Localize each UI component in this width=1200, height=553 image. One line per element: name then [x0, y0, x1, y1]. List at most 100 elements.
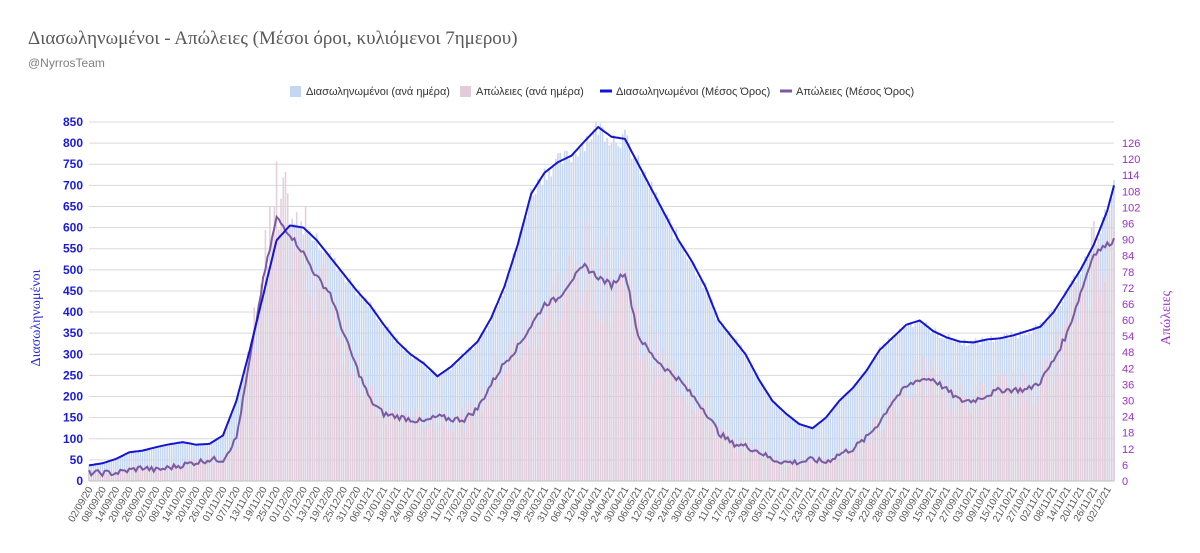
- deaths-bar: [367, 389, 369, 481]
- deaths-bar: [295, 212, 298, 482]
- intubated-bar: [731, 338, 733, 481]
- intubated-bar: [387, 326, 390, 481]
- intubated-bar: [782, 412, 785, 481]
- deaths-bar: [659, 352, 662, 481]
- deaths-bar: [577, 276, 579, 481]
- deaths-bar: [802, 464, 805, 481]
- deaths-bar: [121, 472, 124, 481]
- intubated-bar: [358, 289, 360, 481]
- right-tick-label: 120: [1122, 154, 1140, 166]
- deaths-bar: [621, 254, 624, 481]
- legend-item[interactable]: Απώλειες (ανά ημέρα): [460, 86, 584, 98]
- deaths-bar: [382, 418, 385, 481]
- deaths-bar: [530, 311, 532, 481]
- left-tick-label: 50: [70, 453, 84, 467]
- deaths-bar: [177, 468, 180, 481]
- deaths-bar: [496, 380, 499, 481]
- deaths-bar: [872, 419, 874, 481]
- deaths-bar: [575, 262, 577, 481]
- intubated-bar: [771, 402, 774, 481]
- deaths-bar: [771, 461, 774, 481]
- deaths-bar: [255, 350, 258, 481]
- deaths-bar: [1028, 387, 1030, 481]
- deaths-bar: [840, 450, 843, 481]
- deaths-bar: [385, 424, 387, 481]
- deaths-bar: [729, 437, 731, 481]
- legend[interactable]: Διασωληνωμένοι (ανά ημέρα) Απώλειες (ανά …: [290, 86, 914, 98]
- intubated-bar: [738, 349, 740, 481]
- deaths-bar: [773, 456, 776, 481]
- deaths-bar: [885, 417, 888, 481]
- deaths-bar: [733, 440, 736, 481]
- intubated-bar: [811, 428, 814, 481]
- intubated-bar: [376, 319, 378, 481]
- right-tick-label: 90: [1122, 235, 1134, 247]
- deaths-bar: [628, 333, 631, 481]
- intubated-bar: [97, 463, 99, 481]
- right-tick-label: 114: [1122, 170, 1140, 182]
- intubated-bar: [994, 339, 997, 481]
- deaths-bar: [769, 456, 771, 481]
- intubated-bar: [101, 463, 104, 481]
- intubated-bar: [822, 418, 825, 481]
- intubated-bar: [182, 442, 184, 481]
- deaths-bar: [123, 468, 126, 481]
- deaths-bar: [139, 469, 142, 481]
- deaths-bar: [371, 386, 374, 481]
- deaths-bar: [445, 413, 448, 481]
- intubated-bar: [865, 370, 867, 481]
- intubated-bar: [733, 338, 736, 481]
- deaths-bar: [664, 378, 666, 481]
- intubated-bar: [758, 379, 760, 481]
- deaths-bar: [487, 395, 490, 481]
- deaths-bar: [443, 425, 445, 481]
- deaths-bar: [157, 469, 160, 481]
- intubated-bar: [691, 263, 693, 481]
- deaths-bar: [454, 430, 457, 481]
- deaths-bar: [972, 400, 975, 481]
- deaths-bar: [570, 252, 573, 481]
- deaths-bar: [387, 410, 390, 481]
- deaths-bar: [1106, 275, 1109, 481]
- deaths-bar: [901, 389, 903, 481]
- deaths-bar: [657, 376, 660, 481]
- intubated-bar: [679, 245, 682, 481]
- right-tick-label: 0: [1122, 476, 1128, 488]
- deaths-bar: [878, 430, 881, 481]
- deaths-bar: [512, 341, 515, 481]
- deaths-bar: [706, 414, 709, 481]
- intubated-bar: [818, 424, 821, 481]
- deaths-bar: [633, 294, 635, 481]
- left-tick-label: 150: [63, 411, 83, 425]
- deaths-bar: [1095, 254, 1097, 481]
- deaths-bar: [449, 419, 452, 481]
- legend-item[interactable]: Διασωληνωμένοι (ανά ημέρα): [290, 86, 450, 98]
- deaths-bar: [112, 471, 115, 481]
- deaths-bar: [1108, 222, 1111, 481]
- legend-item[interactable]: Απώλειες (Μέσος Όρος): [780, 86, 914, 98]
- intubated-bar: [150, 449, 153, 481]
- deaths-bar: [912, 395, 914, 481]
- deaths-bar: [150, 469, 153, 481]
- intubated-bar: [764, 392, 767, 481]
- deaths-bar: [740, 437, 742, 481]
- intubated-bar: [112, 459, 115, 481]
- deaths-bar: [304, 206, 307, 482]
- deaths-bar: [240, 414, 242, 481]
- deaths-bar: [400, 415, 403, 481]
- deaths-bar: [231, 450, 233, 481]
- deaths-bar: [427, 423, 430, 481]
- deaths-bar: [563, 271, 566, 481]
- intubated-bar: [554, 158, 557, 481]
- deaths-bar: [961, 395, 963, 481]
- deaths-bar: [1052, 385, 1055, 481]
- deaths-bar: [947, 410, 950, 481]
- deaths-bar: [1010, 409, 1013, 481]
- deaths-bar: [1090, 227, 1093, 481]
- intubated-bar: [854, 383, 856, 481]
- deaths-bar: [561, 301, 564, 481]
- legend-item[interactable]: Διασωληνωμένοι (Μέσος Όρος): [600, 86, 770, 98]
- deaths-bar: [590, 249, 593, 481]
- deaths-bar: [642, 354, 644, 481]
- legend-label: Διασωληνωμένοι (Μέσος Όρος): [616, 86, 770, 98]
